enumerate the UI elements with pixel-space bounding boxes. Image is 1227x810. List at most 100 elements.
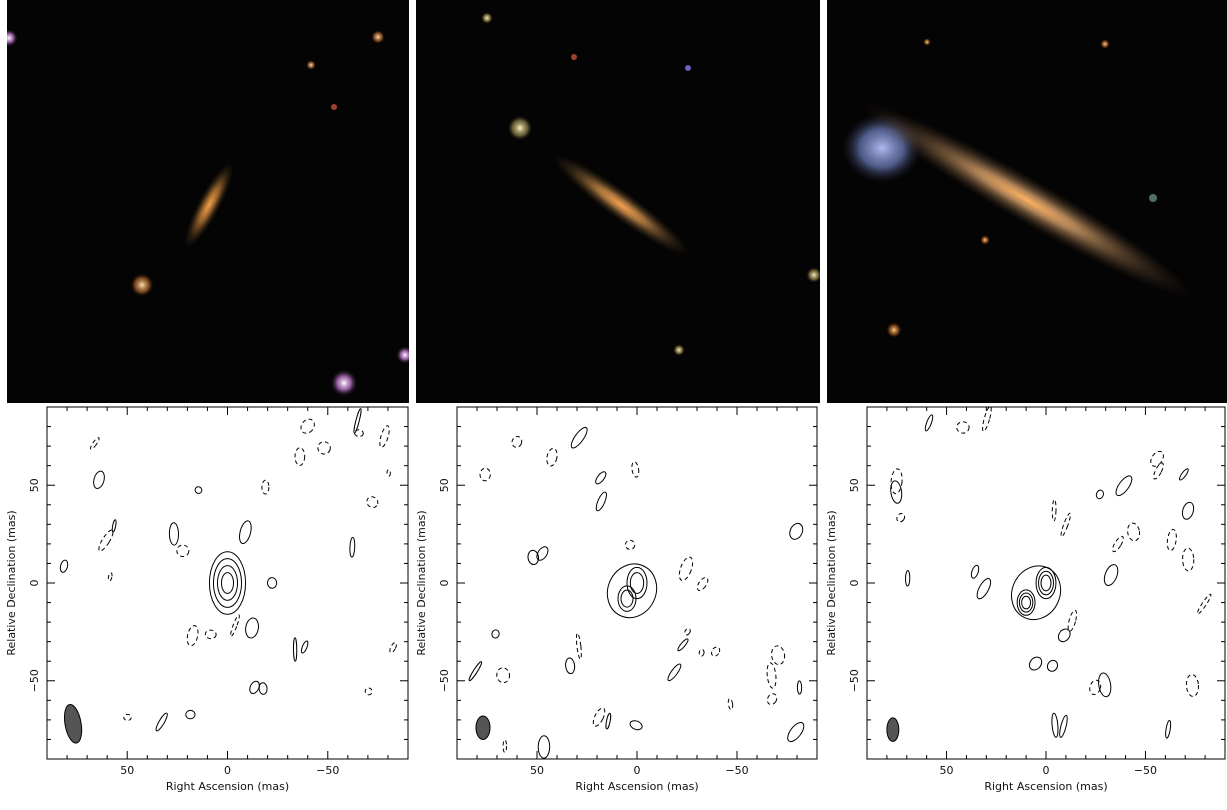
noise-contour bbox=[527, 549, 540, 566]
optical-image-2 bbox=[416, 0, 820, 403]
noise-contour bbox=[905, 570, 911, 587]
noise-contour bbox=[1089, 679, 1102, 695]
noise-contour bbox=[294, 447, 306, 466]
source-contour bbox=[220, 572, 235, 594]
noise-contour bbox=[1185, 673, 1199, 697]
noise-contour bbox=[771, 645, 786, 666]
noise-contour bbox=[789, 522, 804, 540]
star bbox=[7, 29, 18, 47]
y-tick-labels: 50 0 −50 bbox=[438, 478, 451, 692]
noise-contour bbox=[389, 642, 397, 654]
source-contour bbox=[1035, 566, 1057, 600]
star bbox=[571, 54, 577, 60]
noise-contour bbox=[595, 471, 607, 485]
noise-contour bbox=[924, 414, 934, 432]
contour-map-1-svg: 50 0 −50 50 0 −50 Right Ascension (mas) … bbox=[5, 406, 409, 793]
star bbox=[673, 344, 685, 356]
beam-ellipse bbox=[475, 715, 491, 740]
star bbox=[396, 346, 409, 364]
star bbox=[481, 12, 493, 24]
x-tick-label: 0 bbox=[634, 764, 641, 777]
source-contours bbox=[208, 551, 247, 615]
x-axis-label: Right Ascension (mas) bbox=[166, 780, 289, 793]
noise-contour bbox=[366, 496, 379, 509]
contour-map-3: 50 0 −50 50 0 −50 Right Ascension (mas) … bbox=[820, 403, 1227, 806]
source-contour bbox=[1021, 595, 1032, 610]
noise-contour bbox=[479, 467, 491, 482]
y-tick-labels: 50 0 −50 bbox=[28, 478, 41, 692]
noise-contour bbox=[970, 564, 980, 579]
noise-contour bbox=[468, 661, 483, 682]
noise-contour bbox=[595, 491, 607, 512]
noise-contour bbox=[1095, 489, 1104, 500]
noise-contour bbox=[258, 682, 268, 695]
noise-contour bbox=[317, 441, 331, 455]
noise-contour bbox=[575, 632, 582, 660]
contour-map-2-svg: 50 0 −50 50 0 −50 Right Ascension (mas) … bbox=[415, 406, 818, 793]
x-tick-labels: 50 0 −50 bbox=[530, 764, 749, 777]
noise-contour bbox=[537, 735, 551, 759]
y-tick-label: 0 bbox=[28, 580, 41, 587]
noise-contour bbox=[677, 638, 689, 652]
axis-ticks bbox=[47, 407, 408, 759]
source-contour bbox=[1040, 574, 1052, 592]
y-axis-label: Relative Declination (mas) bbox=[5, 510, 18, 655]
noise-contour bbox=[696, 577, 709, 591]
noise-contour bbox=[204, 629, 217, 640]
noise-contour bbox=[1046, 659, 1059, 672]
noise-contour bbox=[364, 687, 373, 696]
noise-contour bbox=[1028, 656, 1043, 671]
optical-image-1 bbox=[7, 0, 409, 403]
source-contour bbox=[216, 565, 239, 601]
noise-contour bbox=[93, 470, 105, 490]
star bbox=[507, 115, 533, 141]
noise-contour bbox=[230, 614, 240, 637]
noise-contour bbox=[536, 546, 549, 561]
noise-contour bbox=[1165, 719, 1172, 739]
x-axis-label: Right Ascension (mas) bbox=[575, 780, 698, 793]
noise-contour bbox=[1051, 712, 1059, 738]
source-contour bbox=[629, 572, 645, 594]
noise-contour bbox=[261, 479, 270, 495]
x-tick-labels: 50 0 −50 bbox=[940, 764, 1157, 777]
galaxy-3 bbox=[862, 103, 1192, 297]
noise-contour bbox=[90, 437, 100, 450]
noise-contour bbox=[1127, 522, 1141, 542]
star bbox=[331, 104, 337, 110]
y-tick-label: 0 bbox=[438, 580, 451, 587]
noise-contour bbox=[678, 556, 694, 581]
x-tick-label: −50 bbox=[725, 764, 748, 777]
y-tick-label: −50 bbox=[28, 669, 41, 692]
noise-contour bbox=[1150, 450, 1164, 467]
noise-contour bbox=[1179, 468, 1189, 481]
plot-frame bbox=[46, 406, 409, 760]
noise-contour bbox=[123, 713, 132, 721]
noise-contour bbox=[1115, 475, 1133, 497]
noise-contour bbox=[511, 436, 523, 448]
axis-ticks bbox=[867, 407, 1225, 759]
optical-image-1-svg bbox=[7, 29, 409, 397]
source-contour bbox=[212, 558, 243, 608]
noise-contour bbox=[1196, 593, 1212, 615]
y-axis-label: Relative Declination (mas) bbox=[825, 510, 838, 655]
noise-contour bbox=[766, 662, 777, 689]
plot-frame bbox=[456, 406, 818, 760]
noise-contour bbox=[1166, 528, 1177, 552]
noise-contour bbox=[300, 418, 315, 434]
noise-contour bbox=[1060, 512, 1071, 538]
noise-contour bbox=[491, 629, 500, 639]
noise-contour bbox=[1057, 628, 1071, 643]
source-contour bbox=[208, 551, 247, 615]
noise-contour bbox=[1051, 499, 1057, 522]
axis-ticks bbox=[457, 407, 817, 759]
noise-contour bbox=[1182, 547, 1195, 572]
optical-image-3-svg bbox=[842, 38, 1192, 338]
noise-contour bbox=[186, 625, 199, 647]
x-tick-label: 50 bbox=[530, 764, 544, 777]
noise-contour bbox=[300, 640, 309, 654]
y-tick-label: 50 bbox=[848, 478, 861, 492]
noise-contour bbox=[727, 698, 734, 711]
plot-frame bbox=[866, 406, 1226, 760]
source-contour bbox=[606, 563, 658, 619]
x-tick-label: 50 bbox=[120, 764, 134, 777]
